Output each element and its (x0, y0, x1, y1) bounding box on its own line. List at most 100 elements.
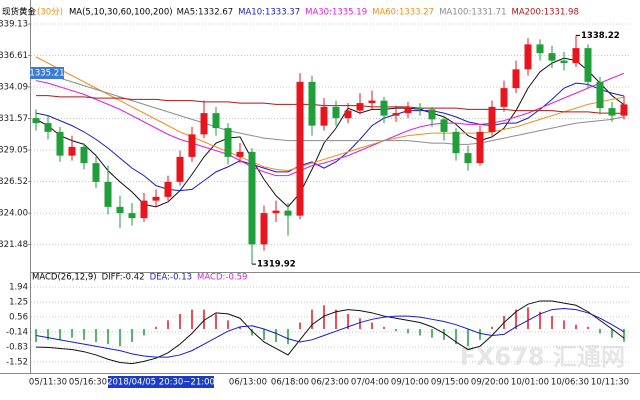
candle-body (152, 196, 160, 201)
candle-body (116, 206, 124, 214)
candle-body (92, 163, 100, 182)
candle-body (584, 48, 592, 82)
candle-body (596, 81, 604, 109)
candle-body (428, 109, 436, 120)
ma-line (35, 82, 625, 192)
candle-body (308, 81, 316, 126)
candle-body (500, 88, 508, 107)
candle-body (260, 213, 268, 245)
candle-body (392, 113, 400, 116)
header-text: MA5:1332.67 (177, 8, 234, 18)
macd-tick-label: -0.83 (6, 342, 28, 352)
x-tick-label: 05/16:30 (69, 378, 107, 388)
x-tick-label: 07/04:00 (351, 378, 389, 388)
header-text: MA200:1331.98 (511, 8, 578, 18)
macd-line (35, 300, 625, 365)
x-tick-label: 06/18:00 (271, 378, 309, 388)
candle-body (560, 60, 568, 64)
x-tick-label: 10/01:00 (511, 378, 549, 388)
candle-body (464, 153, 472, 164)
last-price-label: 1335.21 (29, 69, 64, 79)
x-tick-label: 10/06:30 (551, 378, 589, 388)
header-text: (30分) (37, 8, 63, 18)
macd-header: DIFF:-0.42 (102, 273, 145, 283)
candle-body (512, 69, 520, 89)
last-price-box (30, 67, 64, 79)
y-tick-label: 1326.52 (0, 177, 28, 187)
y-tick-label: 1339.13 (0, 20, 28, 30)
y-tick-label: 1331.57 (0, 114, 28, 124)
y-tick-label: 1329.05 (0, 146, 28, 156)
x-tick-label: 06/13:00 (229, 378, 267, 388)
candle-body (284, 210, 292, 216)
y-tick-label: 1336.61 (0, 51, 28, 61)
x-tick-label: 09/15:00 (431, 378, 469, 388)
annotation: 1338.22 (581, 31, 620, 41)
candle-body (140, 200, 148, 219)
candle-body (176, 156, 184, 182)
candle-body (404, 108, 412, 114)
watermark: FX678 汇通网 (460, 343, 625, 371)
candle-body (620, 104, 628, 116)
candle-body (416, 108, 424, 110)
candle-body (188, 134, 196, 157)
x-tick-label: 09/10:00 (391, 378, 429, 388)
ma-line (35, 72, 625, 145)
candle-body (332, 106, 340, 119)
candle-body (524, 44, 532, 70)
candle-body (44, 123, 52, 132)
y-tick-label: 1324.00 (0, 209, 28, 219)
ma-line (36, 95, 625, 114)
candle-body (476, 131, 484, 164)
candle-body (608, 108, 616, 116)
candle-body (548, 53, 556, 61)
macd-tick-label: 0.56 (9, 312, 28, 322)
annotation: 1319.92 (257, 260, 296, 270)
candle-body (452, 131, 460, 154)
macd-tick-label: -1.52 (6, 357, 28, 367)
candle-body (56, 131, 64, 156)
crosshair-label: 2018/04/05 20:30~21:00 (107, 378, 215, 388)
crosshair-box (108, 376, 214, 388)
candle-body (488, 106, 496, 132)
x-tick-label: 05/11:30 (29, 378, 67, 388)
x-tick-label: 10/11:30 (591, 378, 629, 388)
candle-body (224, 128, 232, 157)
y-tick-label: 1321.48 (0, 240, 28, 250)
macd-tick-label: 1.94 (9, 283, 28, 293)
header-text: MA(5,10,30,60,100,200) (69, 8, 173, 18)
candle-body (344, 110, 352, 119)
candle-body (200, 113, 208, 135)
ma-line (35, 57, 625, 208)
macd-header: MACD(26,12,9) (32, 273, 97, 283)
ma-line (35, 72, 625, 177)
candle-body (356, 103, 364, 111)
candle-body (368, 100, 376, 104)
candle-body (32, 118, 40, 124)
candle-body (236, 151, 244, 157)
candle-body (248, 151, 256, 245)
macd-header: MACD:-0.59 (197, 273, 247, 283)
candle-body (104, 181, 112, 207)
macd-line (35, 308, 625, 358)
ma-line (35, 56, 625, 172)
header-text: MA100:1331.71 (439, 8, 506, 18)
candle-body (164, 181, 172, 197)
macd-tick-label: -0.14 (6, 328, 28, 338)
x-tick-label: 09/20:00 (471, 378, 509, 388)
macd-tick-label: 1.25 (9, 298, 28, 308)
macd-header: DEA:-0.13 (150, 273, 192, 283)
candle-body (272, 210, 280, 214)
header-text: 现货黄金 (2, 7, 37, 18)
header-text: MA10:1333.37 (238, 8, 300, 18)
candle-body (380, 100, 388, 116)
x-tick-label: 06/23:00 (311, 378, 349, 388)
candle-body (68, 146, 76, 156)
candle-body (572, 48, 580, 64)
candle-body (536, 44, 544, 54)
header-text: MA30:1335.19 (305, 8, 367, 18)
candle-body (212, 113, 220, 129)
